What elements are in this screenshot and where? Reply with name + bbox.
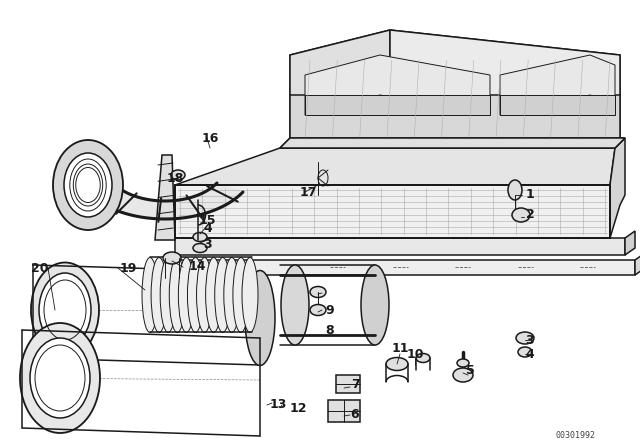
Polygon shape <box>175 185 610 238</box>
Ellipse shape <box>245 271 275 366</box>
Ellipse shape <box>39 273 91 347</box>
Ellipse shape <box>160 258 176 332</box>
Ellipse shape <box>53 140 123 230</box>
Ellipse shape <box>224 258 240 332</box>
Text: 19: 19 <box>119 262 137 275</box>
Ellipse shape <box>171 170 185 180</box>
Ellipse shape <box>512 208 530 222</box>
Text: 2: 2 <box>525 208 534 221</box>
Polygon shape <box>280 138 625 148</box>
Text: 00301992: 00301992 <box>555 431 595 439</box>
Text: 5: 5 <box>466 363 474 376</box>
Ellipse shape <box>163 252 181 264</box>
Ellipse shape <box>233 258 249 332</box>
Text: 6: 6 <box>351 409 359 422</box>
Polygon shape <box>610 138 625 238</box>
Ellipse shape <box>453 368 473 382</box>
Polygon shape <box>500 95 615 115</box>
Text: 12: 12 <box>289 401 307 414</box>
Text: 11: 11 <box>391 341 409 354</box>
Ellipse shape <box>142 258 158 332</box>
Text: 20: 20 <box>31 262 49 275</box>
Ellipse shape <box>310 287 326 297</box>
Ellipse shape <box>20 323 100 433</box>
Text: 9: 9 <box>326 303 334 316</box>
Ellipse shape <box>205 258 221 332</box>
Ellipse shape <box>361 265 389 345</box>
Text: 16: 16 <box>202 132 219 145</box>
Polygon shape <box>175 260 635 275</box>
Ellipse shape <box>179 258 195 332</box>
Ellipse shape <box>30 338 90 418</box>
Ellipse shape <box>31 263 99 358</box>
Text: 15: 15 <box>198 214 216 227</box>
Ellipse shape <box>457 359 469 367</box>
Polygon shape <box>500 55 615 115</box>
Polygon shape <box>175 148 615 185</box>
Text: 3: 3 <box>204 238 212 251</box>
Text: 17: 17 <box>300 185 317 198</box>
Polygon shape <box>625 231 635 255</box>
Ellipse shape <box>242 258 258 332</box>
Polygon shape <box>290 30 390 145</box>
Ellipse shape <box>416 353 430 362</box>
Ellipse shape <box>64 153 112 217</box>
Polygon shape <box>75 165 243 219</box>
Ellipse shape <box>193 244 207 253</box>
Ellipse shape <box>193 233 207 241</box>
Ellipse shape <box>151 258 167 332</box>
Polygon shape <box>155 155 175 240</box>
Polygon shape <box>328 400 360 422</box>
Text: 18: 18 <box>166 172 184 185</box>
Polygon shape <box>290 95 620 145</box>
Polygon shape <box>390 30 620 145</box>
Text: 1: 1 <box>525 189 534 202</box>
Polygon shape <box>305 95 490 115</box>
Polygon shape <box>305 55 490 115</box>
Ellipse shape <box>386 358 408 370</box>
Polygon shape <box>290 30 620 95</box>
Ellipse shape <box>508 180 522 200</box>
Text: 14: 14 <box>188 260 205 273</box>
Text: 3: 3 <box>525 333 534 346</box>
Ellipse shape <box>310 305 326 315</box>
Ellipse shape <box>518 347 532 357</box>
Polygon shape <box>280 138 625 148</box>
Text: 4: 4 <box>204 221 212 234</box>
Ellipse shape <box>516 332 534 344</box>
Ellipse shape <box>281 265 309 345</box>
Text: 4: 4 <box>525 349 534 362</box>
Polygon shape <box>175 238 625 255</box>
Ellipse shape <box>169 258 185 332</box>
Text: 10: 10 <box>406 349 424 362</box>
Polygon shape <box>635 253 640 275</box>
Polygon shape <box>336 375 360 393</box>
Text: 7: 7 <box>351 379 360 392</box>
Text: 8: 8 <box>326 323 334 336</box>
Ellipse shape <box>188 258 204 332</box>
Ellipse shape <box>215 258 231 332</box>
Ellipse shape <box>196 258 212 332</box>
Text: 13: 13 <box>269 399 287 412</box>
